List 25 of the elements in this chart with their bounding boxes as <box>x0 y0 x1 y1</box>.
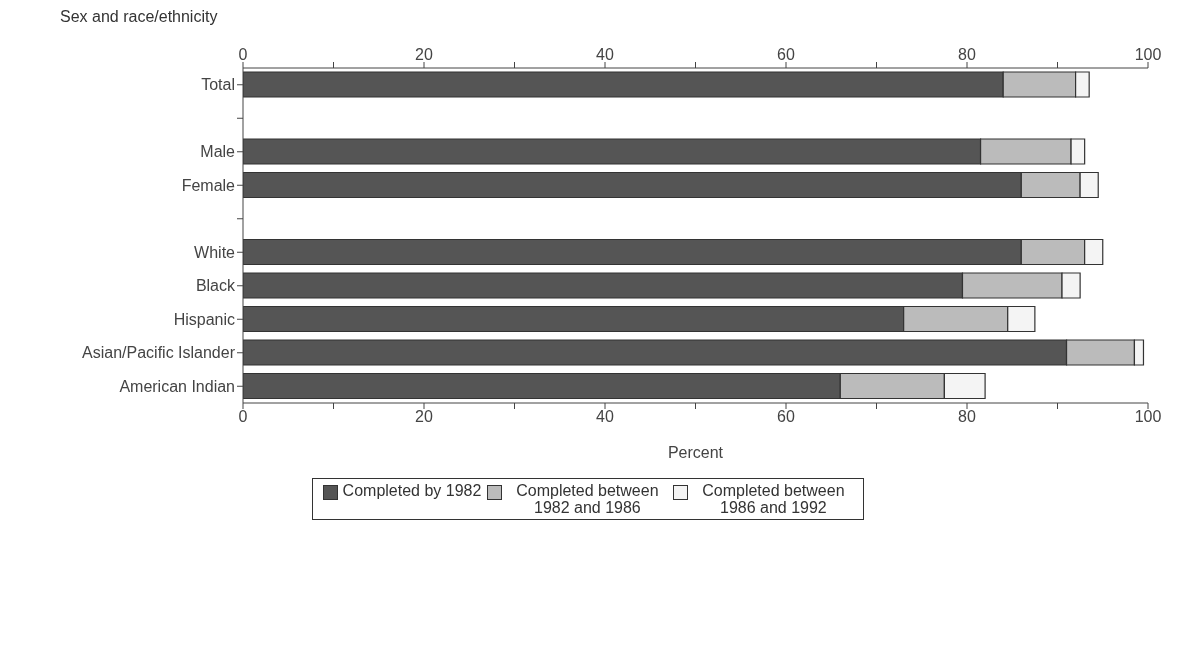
x-axis-title: Percent <box>667 444 724 461</box>
legend-label: Completed between 1986 and 1992 <box>701 482 846 516</box>
x-tick-label: 0 <box>238 46 248 63</box>
y-tick-label: Total <box>201 76 235 94</box>
y-axis-title: Sex and race/ethnicity <box>59 8 219 27</box>
y-tick-label: Hispanic <box>173 310 235 328</box>
y-tick-label: Female <box>181 176 236 194</box>
x2-tick-label: 40 <box>596 408 614 426</box>
legend-label: Completed between 1982 and 1986 <box>515 482 660 516</box>
x2-tick-label: 60 <box>777 408 795 426</box>
x-tick-label: 60 <box>777 46 795 63</box>
x2-tick-label: 100 <box>1134 408 1162 426</box>
y-tick-label: Asian/Pacific Islander <box>82 344 236 362</box>
y-tick-label: American Indian <box>119 377 235 395</box>
x-tick-label: 100 <box>1134 46 1162 63</box>
legend-label: Completed by 1982 <box>342 482 482 499</box>
x2-tick-label: 20 <box>415 408 433 426</box>
x-tick-label: 80 <box>958 46 976 63</box>
y-tick-label: White <box>194 243 236 261</box>
y-tick-label: Male <box>200 143 236 161</box>
y-tick-label: Black <box>195 277 236 295</box>
x2-tick-label: 80 <box>958 408 976 426</box>
x-tick-label: 40 <box>596 46 614 63</box>
x-tick-label: 20 <box>415 46 433 63</box>
x2-tick-label: 0 <box>238 408 248 426</box>
